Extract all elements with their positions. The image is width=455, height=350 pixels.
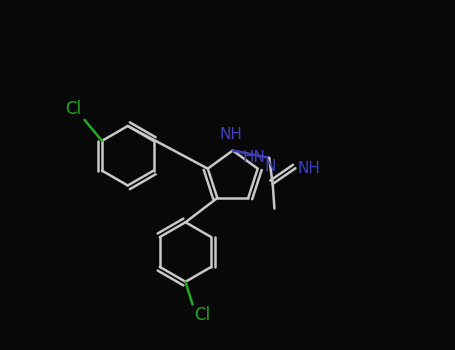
Text: Cl: Cl [194,306,210,324]
Text: NH: NH [297,161,320,176]
Text: HN: HN [243,150,266,165]
Text: NH: NH [220,127,243,142]
Text: Cl: Cl [65,100,81,118]
Text: N: N [264,159,275,174]
